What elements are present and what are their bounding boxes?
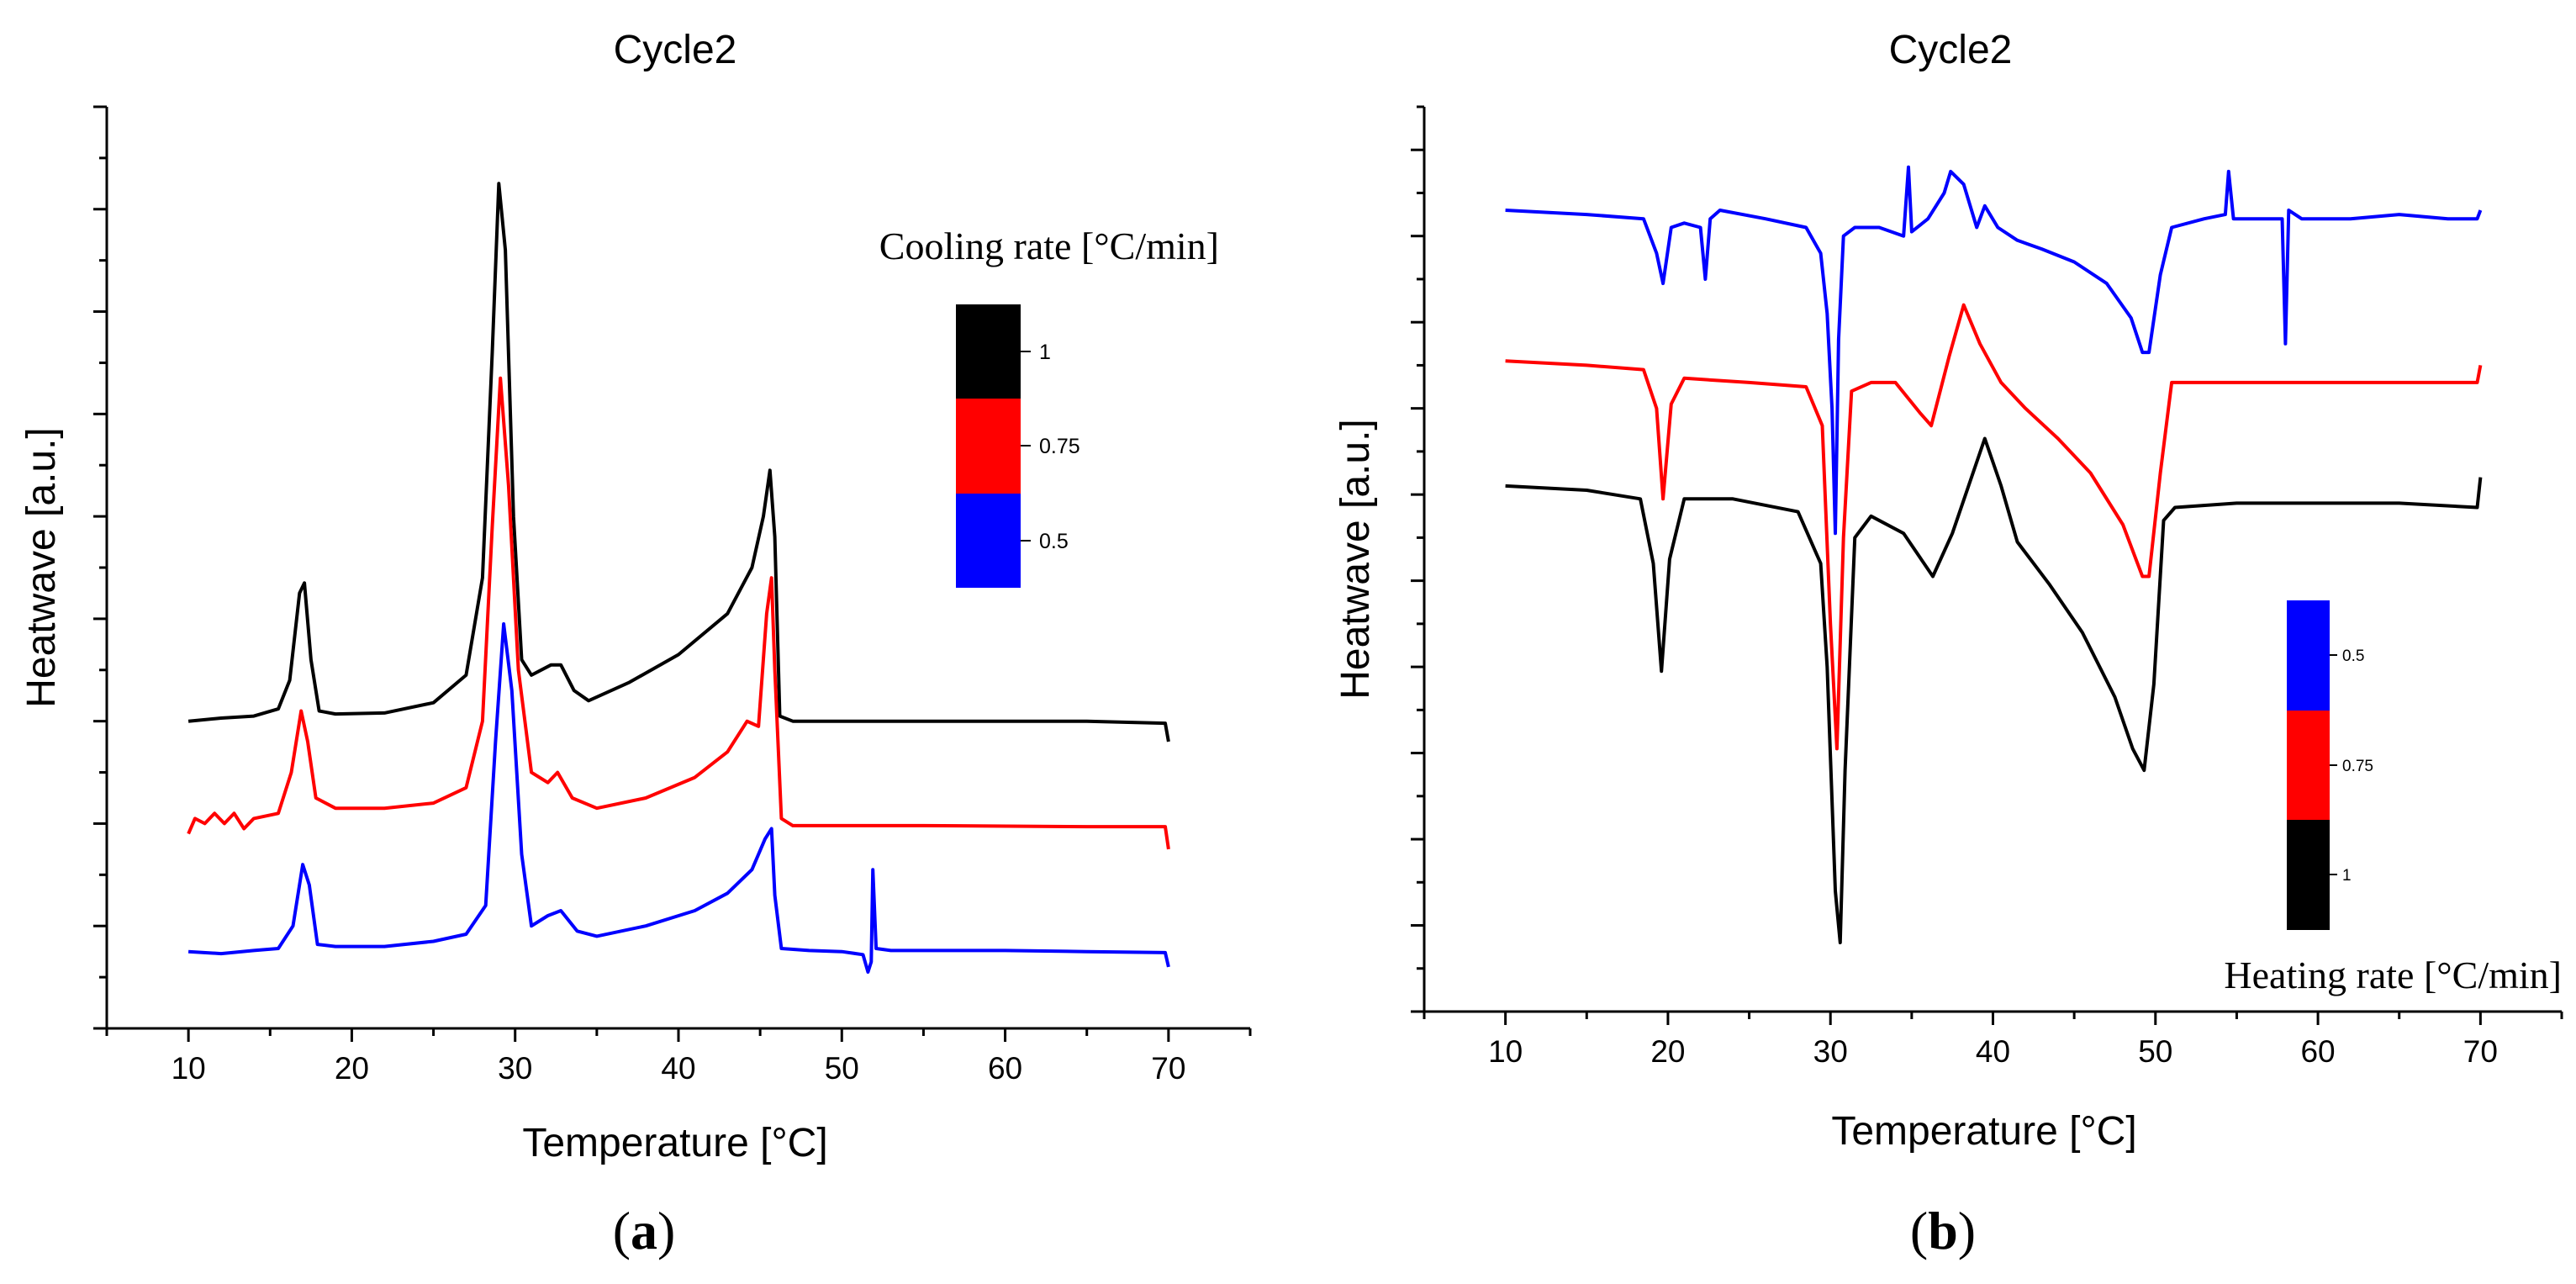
chart-title: Cycle2 xyxy=(1889,28,2013,72)
x-axis-label: Temperature [°C] xyxy=(522,1121,827,1165)
x-tick-label: 70 xyxy=(1151,1051,1185,1086)
panel-a: Cycle2 10 20 30 40 50 60 70 Temperature [°C] H… xyxy=(19,28,1252,1260)
x-tick-label: 60 xyxy=(988,1051,1022,1086)
series-line-1 xyxy=(187,182,1170,742)
legend-label-1: 1 xyxy=(1039,341,1051,364)
series-line-1 xyxy=(1505,436,2483,944)
legend-label-0.5: 0.5 xyxy=(2342,647,2364,665)
x-tick-label: 50 xyxy=(2138,1034,2172,1069)
chart-a: Cycle2 10 20 30 40 50 60 70 Temperature [°C] H… xyxy=(19,28,1252,1260)
plot-area: 10 20 30 40 50 60 70 xyxy=(93,105,1252,1086)
x-tick-label: 50 xyxy=(825,1051,859,1086)
panel-b: Cycle2 10 20 30 40 50 60 70 Temperature [°C] H… xyxy=(1288,0,2576,1284)
legend: 0.5 0.75 1 Heating rate [°C/min] xyxy=(2224,600,2562,996)
x-tick-label: 20 xyxy=(1650,1034,1685,1069)
x-axis-label: Temperature [°C] xyxy=(1831,1109,2136,1154)
y-axis-label: Heatwave [a.u.] xyxy=(19,427,64,708)
legend-swatch-0.75 xyxy=(2287,711,2330,820)
legend-title: Cooling rate [°C/min] xyxy=(879,225,1219,267)
legend-swatch-0.5 xyxy=(2287,600,2330,711)
x-tick-label: 10 xyxy=(1488,1034,1523,1069)
legend-swatch-0.5 xyxy=(956,494,1021,588)
series-line-0.75 xyxy=(187,376,1170,850)
y-axis-label: Heatwave [a.u.] xyxy=(1333,419,1378,700)
chart-b: Cycle2 10 20 30 40 50 60 70 Temperature [°C] H… xyxy=(1333,28,2563,1260)
x-tick-label: 40 xyxy=(661,1051,695,1086)
legend-swatch-1 xyxy=(2287,820,2330,930)
legend-label-0.5: 0.5 xyxy=(1039,530,1069,553)
x-tick-label: 40 xyxy=(1976,1034,2010,1069)
legend-label-1: 1 xyxy=(2342,867,2352,885)
panel-label: (a) xyxy=(613,1201,676,1260)
panel-label: (b) xyxy=(1910,1201,1976,1260)
legend-swatch-1 xyxy=(956,304,1021,399)
legend-title: Heating rate [°C/min] xyxy=(2224,954,2562,996)
series-line-0.5 xyxy=(187,622,1170,974)
x-tick-label: 20 xyxy=(335,1051,369,1086)
x-tick-label: 60 xyxy=(2300,1034,2335,1069)
x-tick-label: 30 xyxy=(498,1051,532,1086)
x-tick-label: 70 xyxy=(2463,1034,2498,1069)
plot-area: 10 20 30 40 50 60 70 xyxy=(1411,105,2563,1069)
legend-label-0.75: 0.75 xyxy=(1039,435,1080,458)
series-line-0.75 xyxy=(1505,303,2483,751)
series-line-0.5 xyxy=(1505,165,2483,536)
legend: Cooling rate [°C/min] 1 0.75 0.5 xyxy=(879,225,1219,588)
chart-title: Cycle2 xyxy=(614,28,737,72)
legend-label-0.75: 0.75 xyxy=(2342,758,2373,775)
legend-swatch-0.75 xyxy=(956,399,1021,494)
x-tick-label: 10 xyxy=(172,1051,206,1086)
x-tick-label: 30 xyxy=(1813,1034,1848,1069)
